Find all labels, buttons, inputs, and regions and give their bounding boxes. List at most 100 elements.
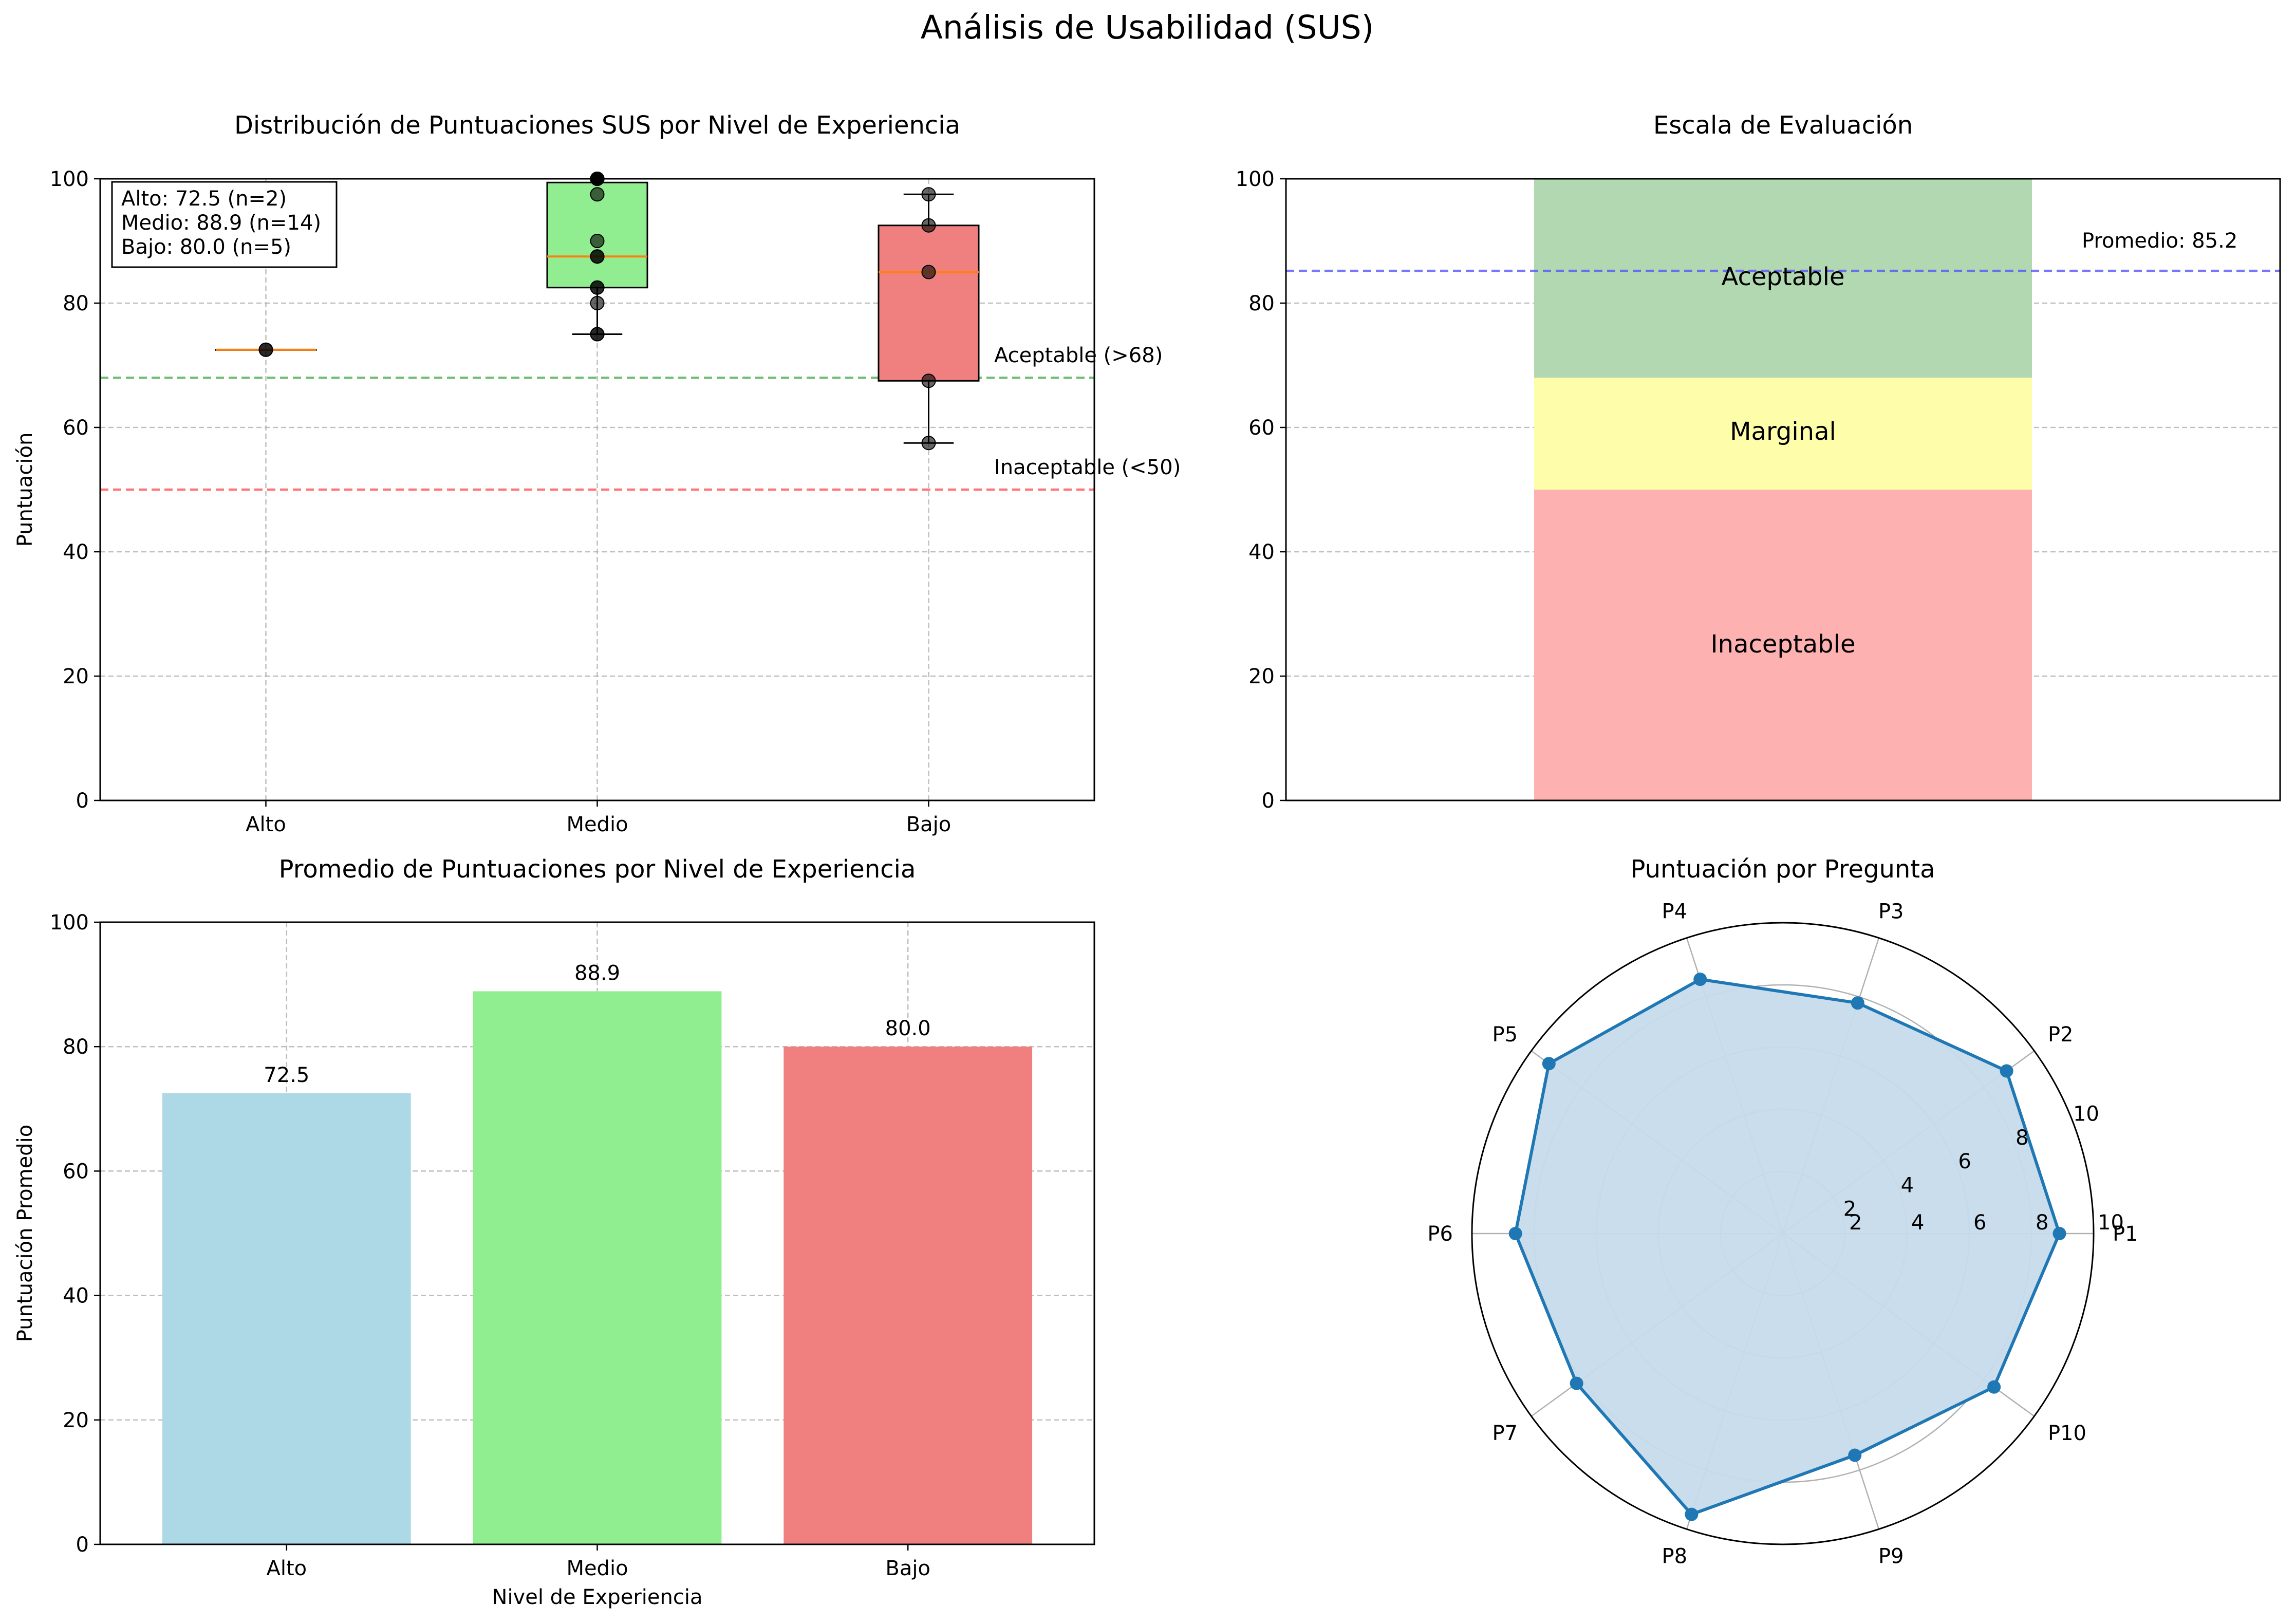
y-tick-label: 80	[63, 1035, 89, 1059]
data-point	[921, 187, 936, 202]
bar-medio	[473, 991, 722, 1544]
stats-box	[111, 181, 338, 268]
category-label: P10	[2048, 1422, 2086, 1445]
y-tick-label: 0	[76, 789, 89, 813]
category-label: P6	[1427, 1222, 1453, 1246]
x-tick-label: Alto	[266, 1557, 307, 1580]
data-point	[590, 187, 605, 202]
category-label: P1	[2113, 1222, 2138, 1246]
radar-point	[1693, 973, 1707, 986]
y-axis-label: Puntuación Promedio	[13, 1125, 37, 1342]
data-point	[258, 342, 273, 357]
category-label: P9	[1878, 1545, 1904, 1569]
y-tick-label: 20	[63, 665, 89, 688]
r-tick-label: 4	[1901, 1173, 1914, 1197]
x-tick-label: Bajo	[885, 1557, 930, 1580]
mean-label: Promedio: 85.2	[2082, 229, 2237, 253]
x-tick-label: Medio	[566, 813, 628, 836]
r-tick-label: 8	[2036, 1211, 2048, 1235]
r-tick-label: 8	[2016, 1126, 2028, 1150]
x-tick-label: Alto	[246, 813, 286, 836]
radar-point	[1851, 996, 1864, 1010]
scale-title: Escala de Evaluación	[1653, 111, 1913, 140]
zone-label: Marginal	[1730, 417, 1836, 446]
figure-title: Análisis de Usabilidad (SUS)	[921, 9, 1374, 46]
plot-frame	[1285, 178, 2281, 801]
radar-title: Puntuación por Pregunta	[1630, 855, 1935, 884]
x-axis-label: Nivel de Experiencia	[492, 1585, 703, 1609]
stats-line: Bajo: 80.0 (n=5)	[121, 235, 291, 259]
data-point	[921, 265, 936, 279]
x-tick-label: Bajo	[906, 813, 951, 836]
y-tick-label: 80	[63, 292, 89, 315]
category-label: P3	[1878, 900, 1904, 923]
category-label: P4	[1662, 900, 1687, 923]
data-point	[590, 234, 605, 248]
y-tick-label: 0	[1262, 789, 1275, 813]
zone-aceptable	[1534, 179, 2032, 378]
data-point	[921, 218, 936, 233]
means-bar-panel: Promedio de Puntuaciones por Nivel de Ex…	[13, 855, 1095, 1609]
radar-point	[1508, 1227, 1522, 1240]
y-tick-label: 20	[63, 1409, 89, 1432]
plot-frame	[99, 921, 1095, 1545]
y-tick-label: 40	[63, 540, 89, 564]
bar-bajo	[783, 1047, 1033, 1544]
radar-outer-frame	[1471, 922, 2095, 1545]
zone-label: Inaceptable	[1711, 630, 1856, 659]
y-tick-label: 20	[1248, 665, 1275, 688]
data-point	[590, 327, 605, 342]
zone-marginal	[1534, 378, 2032, 490]
scale-panel: Escala de Evaluación 0 20 40 60 80 100 Promedio…	[1236, 111, 2281, 813]
radar-point	[1685, 1507, 1699, 1521]
box-bajo	[878, 225, 980, 382]
y-tick-label: 40	[63, 1284, 89, 1308]
data-point	[921, 374, 936, 388]
radar-point	[1542, 1057, 1556, 1071]
y-tick-label: 60	[1248, 416, 1275, 440]
means-title: Promedio de Puntuaciones por Nivel de Ex…	[279, 855, 916, 884]
boxplot-title: Distribución de Puntuaciones SUS por Niv…	[234, 111, 960, 140]
radar-point	[2053, 1227, 2066, 1240]
reference-line-label: Aceptable (>68)	[994, 344, 1163, 367]
data-point	[921, 436, 936, 451]
bar-value-label: 80.0	[885, 1017, 931, 1040]
boxplot-panel: Distribución de Puntuaciones SUS por Niv…	[13, 111, 1181, 836]
y-tick-label: 100	[1236, 167, 1275, 191]
r-tick-label: 10	[2073, 1102, 2099, 1126]
bar-value-label: 88.9	[574, 961, 620, 985]
r-tick-label: 2	[1843, 1198, 1856, 1221]
zone-label: Aceptable	[1722, 263, 1845, 291]
r-tick-label: 2	[1849, 1211, 1862, 1235]
category-label: P5	[1492, 1023, 1518, 1047]
y-tick-label: 40	[1248, 540, 1275, 564]
x-tick-label: Medio	[566, 1557, 628, 1580]
data-point	[590, 296, 605, 310]
category-label: P8	[1662, 1545, 1687, 1569]
y-tick-label: 60	[63, 1160, 89, 1183]
y-tick-label: 100	[50, 167, 89, 191]
radar-fill	[1515, 979, 2060, 1515]
y-tick-label: 80	[1248, 292, 1275, 315]
data-point	[590, 249, 605, 264]
y-tick-label: 0	[76, 1533, 89, 1557]
y-tick-label: 60	[63, 416, 89, 440]
radar-point	[2000, 1064, 2013, 1078]
y-tick-label: 100	[50, 911, 89, 935]
radar-point	[1848, 1448, 1862, 1462]
r-tick-label: 4	[1911, 1211, 1924, 1235]
zone-inaceptable	[1534, 490, 2032, 800]
category-label: P2	[2048, 1023, 2074, 1047]
bar-alto	[162, 1093, 411, 1544]
radar-point	[1570, 1376, 1583, 1390]
stats-line: Alto: 72.5 (n=2)	[121, 187, 287, 211]
bar-value-label: 72.5	[264, 1063, 309, 1087]
radar-panel: Puntuación por Pregunta224466881010P1P2P…	[1427, 855, 2138, 1569]
data-point	[590, 280, 605, 295]
plot-frame	[99, 178, 1095, 801]
stats-line: Medio: 88.9 (n=14)	[121, 211, 321, 235]
r-tick-label: 6	[1973, 1211, 1986, 1235]
y-axis-label: Puntuación	[13, 433, 37, 547]
radar-point	[1987, 1380, 2001, 1394]
